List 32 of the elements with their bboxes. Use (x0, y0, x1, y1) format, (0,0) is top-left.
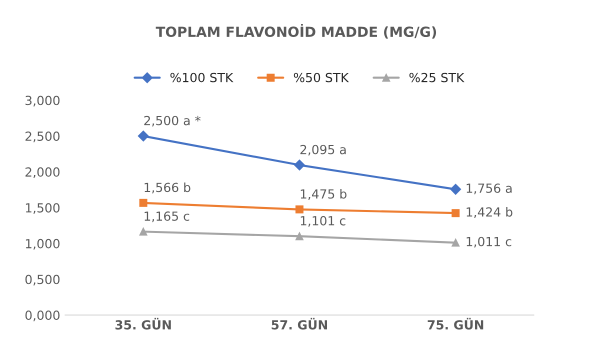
point (295, 205, 304, 214)
point (139, 228, 148, 236)
data-label: 1,424 b (466, 207, 512, 218)
point (294, 160, 305, 170)
point (295, 232, 304, 240)
x-tick-label: 75. GÜN (428, 318, 484, 330)
y-tick-label: 3,000 (26, 96, 60, 106)
data-label: 1,165 c (144, 211, 190, 222)
y-tick-label: 1,000 (26, 238, 60, 250)
data-label: 1,011 c (466, 236, 512, 248)
data-label: 1,101 c (300, 216, 346, 227)
point (452, 238, 460, 247)
x-tick-label: 35. GÜN (115, 318, 171, 330)
y-tick-label: 0,000 (25, 310, 60, 322)
point (450, 184, 462, 195)
data-label: 1,566 b (144, 182, 190, 194)
y-tick-label: 1,500 (26, 203, 60, 214)
legend-label: %50 STK (294, 72, 349, 82)
chart-title: TOPLAM FLAVONOİD MADDE (MG/G) (156, 24, 436, 39)
y-tick-label: 2,500 (26, 132, 60, 142)
point (139, 198, 148, 207)
legend-label: %100 STK (170, 72, 234, 82)
x-tick-label: 57. GÜN (272, 318, 327, 330)
y-tick-label: 2,000 (26, 167, 60, 178)
point (452, 209, 460, 218)
data-label: 2,500 a * (144, 116, 201, 127)
point (138, 130, 149, 142)
legend-label: %25 STK (409, 72, 464, 82)
data-label: 1,475 b (300, 189, 346, 200)
data-label: 2,095 a (300, 144, 346, 156)
y-tick-label: 0,500 (25, 274, 60, 286)
data-label: 1,756 a (466, 183, 512, 194)
